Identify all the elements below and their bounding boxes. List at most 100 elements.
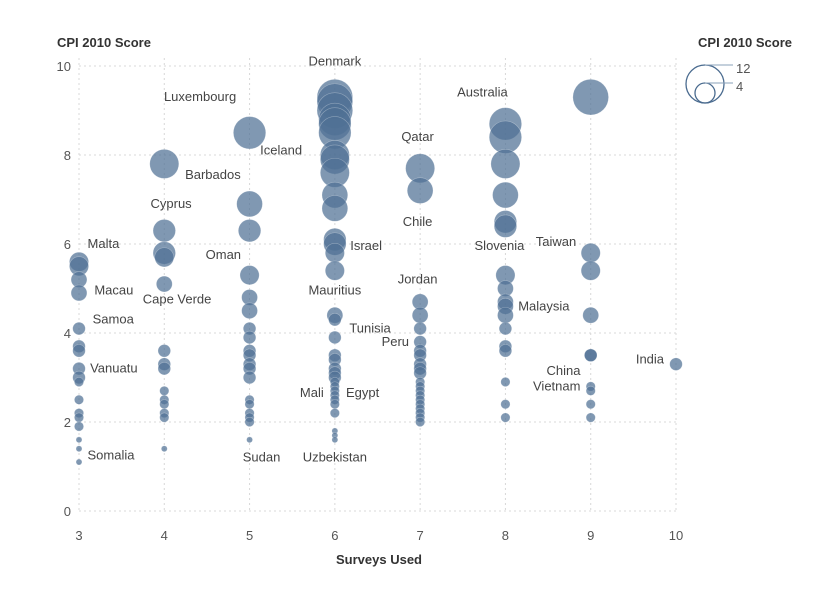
country-label: Sudan [243, 450, 281, 465]
size-legend-title: CPI 2010 Score [698, 35, 792, 50]
bubble-point [75, 436, 83, 444]
country-label: Malta [88, 236, 121, 251]
bubble-point [580, 260, 601, 281]
y-tick-label: 2 [64, 415, 71, 430]
bubble-point [160, 445, 168, 453]
bubble-point [492, 181, 519, 209]
y-tick-label: 10 [57, 59, 71, 74]
size-legend: CPI 2010 Score 12 4 [685, 35, 792, 104]
bubble-point [157, 362, 171, 376]
bubble-point [572, 79, 609, 116]
bubble-point [233, 116, 267, 150]
country-label: Tunisia [349, 321, 391, 336]
country-label: Qatar [401, 129, 434, 144]
bubble-point [328, 313, 342, 327]
bubble-point [159, 399, 170, 410]
country-label: Somalia [88, 447, 136, 462]
bubble-point [239, 265, 260, 286]
country-label: China [547, 363, 582, 378]
x-axis-title: Surveys Used [336, 552, 422, 567]
bubble-point [157, 344, 171, 358]
country-label: Denmark [308, 54, 361, 69]
bubble-point [242, 330, 257, 345]
bubble-point [152, 219, 176, 243]
bubble-point [582, 306, 599, 324]
bubble-point [498, 321, 513, 336]
x-tick-label: 8 [502, 528, 509, 543]
bubble-point [75, 458, 83, 466]
bubble-point [329, 408, 340, 419]
country-label: Mauritius [308, 283, 361, 298]
bubble-point [241, 302, 258, 319]
bubble-point [159, 385, 170, 396]
size-legend-large-circle [685, 64, 725, 104]
bubbles [69, 79, 683, 466]
x-tick-label: 9 [587, 528, 594, 543]
y-tick-label: 6 [64, 237, 71, 252]
bubble-point [154, 247, 175, 268]
bubble-point [244, 417, 255, 427]
x-tick-label: 6 [331, 528, 338, 543]
bubble-point [584, 348, 598, 362]
country-label: Luxembourg [164, 89, 236, 104]
bubble-point [321, 195, 349, 222]
country-label: Malaysia [518, 298, 570, 313]
x-tick-label: 4 [161, 528, 168, 543]
bubble-point [497, 306, 514, 324]
country-label: Peru [382, 334, 409, 349]
bubble-point [70, 284, 88, 302]
bubble-point [669, 357, 683, 371]
bubble-point [74, 421, 84, 432]
bubble-point [498, 344, 513, 358]
bubble-point [238, 219, 262, 243]
country-label: Cyprus [151, 196, 193, 211]
size-legend-max-label: 12 [736, 61, 750, 76]
bubble-point [329, 399, 340, 410]
bubble-point [493, 214, 517, 238]
country-label: Australia [457, 85, 508, 100]
bubble-point [74, 377, 84, 387]
bubble-point [324, 242, 345, 263]
bubble-point [500, 377, 511, 387]
y-axis-title: CPI 2010 Score [57, 35, 151, 50]
country-label: Cape Verde [143, 292, 212, 307]
bubble-point [585, 399, 596, 410]
bubble-point [156, 275, 173, 293]
country-label: Barbados [185, 167, 241, 182]
bubble-point [500, 412, 511, 423]
bubble-point [490, 149, 521, 179]
y-tick-label: 0 [64, 504, 71, 519]
bubble-point [580, 242, 601, 263]
country-label: Israel [350, 238, 382, 253]
bubble-point [75, 445, 83, 453]
bubble-point [488, 120, 522, 154]
bubble-point [415, 417, 426, 427]
country-label: Mali [300, 385, 324, 400]
country-label: Oman [206, 247, 241, 262]
country-label: Uzbekistan [303, 450, 367, 465]
size-legend-min-label: 4 [736, 79, 743, 94]
size-legend-small-circle [694, 82, 716, 104]
bubble-point [246, 436, 253, 444]
country-labels: Denmark Luxembourg Iceland Barbados Cyprus Ma… [88, 54, 665, 465]
bubble-point [585, 385, 596, 396]
bubble-point [72, 344, 86, 358]
bubble-point [413, 321, 427, 336]
country-label: India [636, 352, 665, 367]
country-label: Vanuatu [90, 361, 137, 376]
y-axis-ticks: 0 2 4 6 8 10 [57, 59, 71, 519]
x-tick-label: 5 [246, 528, 253, 543]
bubble-point [406, 177, 434, 204]
bubble-point [149, 149, 180, 179]
country-label: Jordan [398, 272, 438, 287]
x-tick-label: 3 [75, 528, 82, 543]
country-label: Macau [94, 283, 133, 298]
bubble-point [585, 412, 596, 423]
bubble-point [331, 436, 339, 444]
country-label: Taiwan [536, 234, 576, 249]
x-tick-label: 7 [417, 528, 424, 543]
bubble-point [500, 399, 511, 410]
country-label: Vietnam [533, 378, 580, 393]
country-label: Slovenia [475, 238, 526, 253]
